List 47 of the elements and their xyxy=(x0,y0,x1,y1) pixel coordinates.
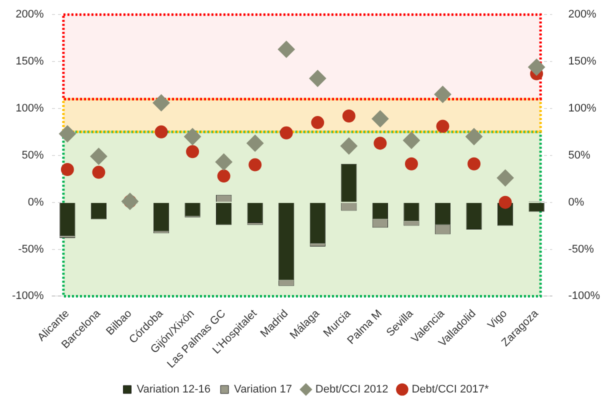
point xyxy=(278,40,295,58)
legend-label: Variation 17 xyxy=(234,384,292,396)
point xyxy=(184,128,202,146)
point xyxy=(311,116,324,130)
point xyxy=(496,169,514,186)
point xyxy=(152,94,170,112)
point xyxy=(246,134,264,152)
point xyxy=(217,170,230,183)
y2-tick-label: 0% xyxy=(568,196,584,208)
point xyxy=(436,120,450,133)
point xyxy=(60,162,74,176)
y-tick-label: 50% xyxy=(22,149,44,162)
point xyxy=(528,58,546,76)
point xyxy=(466,128,483,146)
point xyxy=(372,110,389,128)
y-tick-label: 100% xyxy=(16,102,44,114)
point xyxy=(90,148,108,165)
legend-label: Debt/CCI 2017* xyxy=(412,384,490,396)
y-tick-label: 0% xyxy=(28,196,44,208)
y2-tick-label: 100% xyxy=(568,102,597,114)
point xyxy=(434,86,452,103)
legend-label: Debt/CCI 2012 xyxy=(315,384,388,396)
point xyxy=(58,125,76,142)
point xyxy=(468,157,481,170)
legend-label: Variation 12-16 xyxy=(136,384,211,396)
y2-tick-label: -100% xyxy=(568,290,600,302)
y2-tick-label: -50% xyxy=(568,243,594,256)
y-tick-label: -100% xyxy=(12,290,44,302)
y-tick-label: 200% xyxy=(16,8,44,21)
point xyxy=(342,109,356,122)
point xyxy=(340,138,358,155)
point xyxy=(309,70,326,87)
y2-tick-label: 200% xyxy=(568,8,597,21)
point xyxy=(498,196,512,209)
point xyxy=(374,136,387,150)
point xyxy=(404,157,418,170)
y-tick-label: -50% xyxy=(18,243,44,256)
point xyxy=(280,126,293,140)
point xyxy=(154,125,168,138)
y-tick-label: 150% xyxy=(16,56,44,68)
point xyxy=(215,153,232,170)
point xyxy=(402,132,420,149)
point xyxy=(92,166,106,179)
y2-tick-label: 150% xyxy=(568,56,597,68)
y2-tick-label: 50% xyxy=(568,149,590,162)
point xyxy=(248,158,262,172)
point xyxy=(186,145,200,158)
